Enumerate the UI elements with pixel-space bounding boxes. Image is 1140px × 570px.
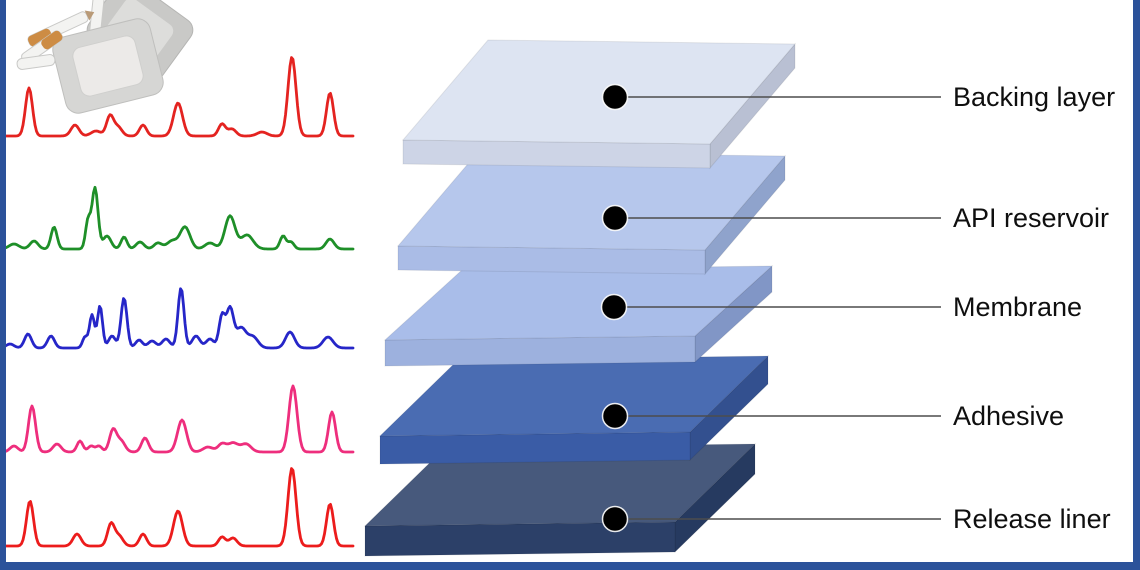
layer-release-liner-front-face [364,521,676,557]
layer-membrane-top-face [383,265,774,341]
callout-dot [600,293,628,321]
cigarette-icon [27,10,95,47]
callout-dot [601,204,629,232]
frame-border-left [0,0,6,570]
callout-dot [601,402,629,430]
spectrum-1-red-top [3,56,355,138]
layer-adhesive-front-face [379,431,691,465]
patch-layer-stack [363,39,797,557]
callout-dot [601,83,629,111]
callout-dot [601,505,629,533]
label-release-liner: Release liner [953,504,1111,534]
label-adhesive: Adhesive [953,401,1065,431]
label-api-reservoir: API reservoir [953,203,1110,233]
spectrum-3-blue [3,287,355,350]
frame-border-bottom [0,562,1140,570]
raman-spectra [3,56,355,548]
spectrum-2-green [3,185,355,251]
layer-backing-layer-top-face [401,39,797,145]
spectrum-5-red-bottom [3,467,355,548]
cigarettes-patches-photo [16,0,194,114]
label-backing-layer: Backing layer [953,82,1116,112]
cigarette-icon [16,54,56,70]
patch-front-icon [52,18,164,114]
label-membrane: Membrane [953,292,1083,322]
callout-lines [600,83,941,533]
frame-border-right [1133,0,1140,570]
layer-release-liner-top-face [363,443,757,527]
layer-api-reservoir-top-face [396,151,787,251]
layer-membrane-front-face [384,335,696,367]
spectrum-4-pink [3,384,355,454]
layer-backing-layer-front-face [402,139,711,169]
layer-api-reservoir-front-face [397,245,706,275]
